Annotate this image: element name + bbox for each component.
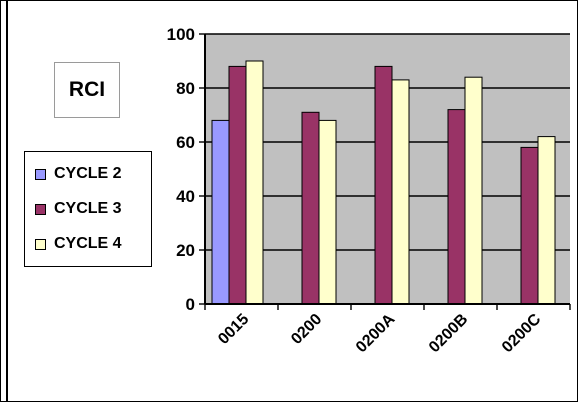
- x-tick-label: 0015: [215, 311, 252, 348]
- bar-cycle-4-0200a: [391, 79, 410, 305]
- x-tick-label: 0200: [288, 311, 325, 348]
- legend: CYCLE 2 CYCLE 3 CYCLE 4: [24, 151, 152, 267]
- axes: [204, 34, 571, 310]
- bar-cycle-4-0200c: [537, 136, 556, 305]
- y-tick-label: 60: [176, 133, 195, 152]
- bar-cycle-2-0015: [211, 119, 230, 305]
- bar-cycle-3-0015: [228, 65, 247, 305]
- legend-swatch-cycle-3: [35, 203, 46, 215]
- legend-label-cycle-4: CYCLE 4: [54, 235, 122, 252]
- y-tick-label: 0: [186, 295, 195, 314]
- legend-label-cycle-2: CYCLE 2: [54, 165, 122, 182]
- bar-cycle-3-0200: [301, 111, 320, 305]
- legend-item-cycle-2: CYCLE 2: [35, 164, 122, 184]
- y-tick-label: 80: [176, 79, 195, 98]
- bar-cycle-4-0200: [318, 119, 337, 305]
- x-tick-label: 0200B: [426, 311, 471, 356]
- y-tick-labels: 0 20 40 60 80 100: [167, 25, 195, 314]
- y-tick-label: 100: [167, 25, 195, 44]
- x-tick-label: 0200A: [353, 310, 399, 356]
- bar-cycle-3-0200c: [520, 146, 539, 305]
- legend-swatch-cycle-4: [35, 238, 46, 250]
- y-tick-label: 40: [176, 187, 195, 206]
- rci-label: RCI: [68, 78, 106, 101]
- bar-cycle-4-0015: [245, 60, 264, 305]
- x-tick-labels: 0015 0200 0200A 0200B 0200C: [215, 310, 544, 356]
- bar-cycle-4-0200b: [464, 76, 483, 305]
- bar-cycle-3-0200b: [447, 109, 466, 305]
- rci-label-box: RCI: [54, 62, 120, 118]
- bars: [211, 60, 556, 305]
- y-tick-label: 20: [176, 241, 195, 260]
- left-border-rule: [6, 0, 8, 402]
- x-tick-label: 0200C: [499, 310, 545, 356]
- legend-label-cycle-3: CYCLE 3: [54, 200, 122, 217]
- legend-swatch-cycle-2: [35, 168, 46, 180]
- legend-item-cycle-4: CYCLE 4: [35, 234, 122, 254]
- bar-cycle-3-0200a: [374, 65, 393, 305]
- legend-item-cycle-3: CYCLE 3: [35, 199, 122, 219]
